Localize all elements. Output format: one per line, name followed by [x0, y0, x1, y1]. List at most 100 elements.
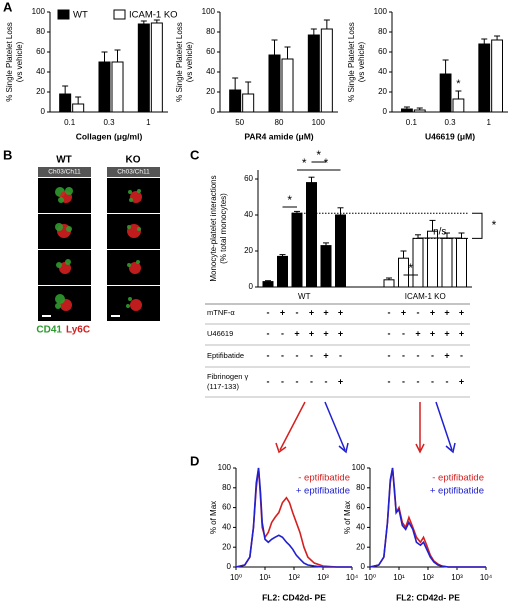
- table-cell: +: [459, 376, 464, 386]
- table-cell: -: [402, 350, 405, 360]
- y-tick-label: 60: [206, 47, 215, 56]
- table-cell: -: [417, 307, 420, 317]
- y-tick-label: 40: [356, 523, 365, 532]
- group-label: WT: [298, 292, 311, 301]
- table-cell: -: [431, 376, 434, 386]
- table-cell: +: [430, 328, 435, 338]
- x-tick-label: 10³: [317, 573, 329, 582]
- arrow-head: [445, 442, 456, 454]
- x-tick-label: 100: [312, 118, 326, 127]
- table-cell: -: [417, 350, 420, 360]
- y-axis-label: Monocyte-platelet interactions: [209, 175, 218, 281]
- y-tick-label: 40: [222, 523, 231, 532]
- x-tick-label: 10⁴: [480, 573, 493, 582]
- table-cell: -: [431, 350, 434, 360]
- cell-blob: [58, 197, 64, 203]
- y-tick-label: 20: [378, 87, 387, 96]
- y-tick-label: 20: [356, 542, 365, 551]
- y-axis-label: % of Max: [343, 501, 352, 534]
- bar: [456, 237, 467, 288]
- annotation: *: [456, 78, 461, 90]
- bar: [72, 103, 85, 113]
- bar: [229, 89, 242, 113]
- y-tick-label: 0: [41, 107, 46, 116]
- table-cell: +: [459, 307, 464, 317]
- cell-blob: [127, 263, 131, 267]
- panel-label: D: [190, 453, 199, 468]
- bar: [98, 61, 111, 113]
- x-tick-label: 10⁴: [346, 573, 359, 582]
- y-tick-label: 80: [222, 483, 231, 492]
- table-cell: -: [296, 376, 299, 386]
- cell-blob: [129, 198, 133, 202]
- row-label: (117-133): [207, 382, 239, 391]
- y-tick-label: 100: [218, 463, 232, 472]
- legend-label: - eptifibatide: [298, 473, 350, 484]
- table-cell: +: [323, 328, 328, 338]
- row-label: mTNF-α: [207, 308, 235, 317]
- legend-label: WT: [73, 10, 88, 21]
- cell-blob: [65, 259, 71, 265]
- x-tick-label: 80: [275, 118, 284, 127]
- legend-label: - eptifibatide: [432, 473, 484, 484]
- x-tick-label: 0.3: [103, 118, 115, 127]
- bar: [277, 255, 288, 288]
- table-cell: -: [267, 376, 270, 386]
- cell-blob: [128, 190, 132, 194]
- arrow-head: [338, 442, 349, 454]
- bar: [398, 257, 409, 288]
- column-label: WT: [56, 155, 72, 166]
- cell-blob: [66, 226, 72, 232]
- table-cell: -: [281, 328, 284, 338]
- table-cell: -: [267, 328, 270, 338]
- table-cell: -: [281, 376, 284, 386]
- row-label: Fibrinogen γ: [207, 372, 249, 381]
- y-axis-label: % of Max: [209, 501, 218, 534]
- cell-blob: [128, 297, 132, 301]
- y-tick-label: 60: [244, 174, 253, 183]
- legend-label: ICAM-1 KO: [129, 10, 178, 21]
- cell-blob: [136, 260, 140, 264]
- y-tick-label: 0: [211, 107, 216, 116]
- bar: [291, 212, 303, 288]
- x-tick-label: 10³: [451, 573, 463, 582]
- y-tick-label: 100: [202, 7, 216, 16]
- bar: [383, 279, 395, 288]
- bar: [335, 214, 346, 288]
- y-tick-label: 40: [244, 210, 253, 219]
- y-tick-label: 60: [222, 503, 231, 512]
- table-cell: -: [325, 376, 328, 386]
- bar: [491, 39, 503, 113]
- table-cell: +: [309, 328, 314, 338]
- table-cell: +: [338, 328, 343, 338]
- legend-swatch: [113, 9, 126, 20]
- x-tick-label: 0.3: [444, 118, 456, 127]
- y-tick-label: 0: [361, 562, 366, 571]
- line-series: [369, 467, 486, 568]
- table-cell: +: [444, 307, 449, 317]
- table-cell: -: [281, 350, 284, 360]
- cell-blob: [127, 225, 131, 229]
- annotation: *: [287, 193, 292, 207]
- x-tick-label: 10⁰: [230, 573, 242, 582]
- annotation: *: [408, 261, 413, 275]
- stain-label: Ly6C: [66, 325, 90, 336]
- table-cell: -: [310, 350, 313, 360]
- bar: [412, 237, 424, 288]
- column-label: KO: [126, 155, 141, 166]
- table-cell: -: [388, 307, 391, 317]
- table-cell: +: [444, 328, 449, 338]
- table-cell: -: [296, 307, 299, 317]
- y-tick-label: 40: [378, 67, 387, 76]
- x-axis-label: FL2: CD42d- PE: [262, 592, 326, 602]
- table-cell: -: [460, 350, 463, 360]
- stain-label: CD41: [36, 325, 62, 336]
- x-tick-label: 0.1: [64, 118, 76, 127]
- y-tick-label: 0: [383, 107, 388, 116]
- panel-label: C: [190, 147, 200, 162]
- cell-blob: [137, 189, 141, 193]
- channel-label: Ch03/Ch11: [48, 169, 81, 176]
- x-tick-label: 1: [486, 118, 491, 127]
- arrow: [435, 401, 453, 451]
- table-cell: -: [446, 376, 449, 386]
